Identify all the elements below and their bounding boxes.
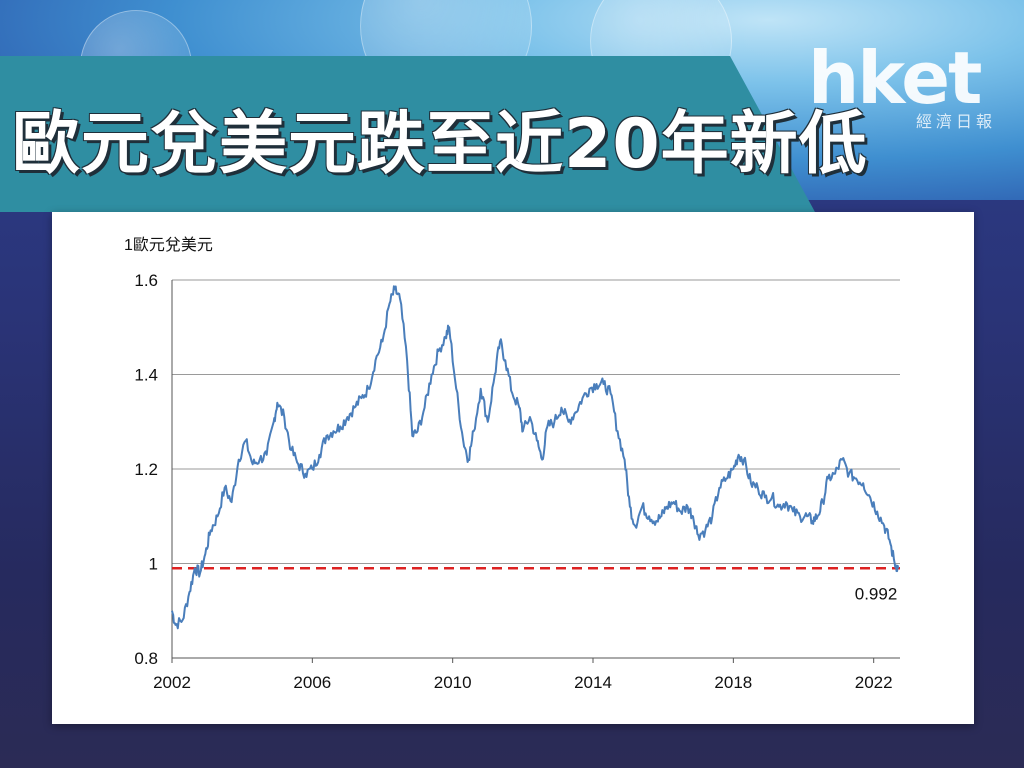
x-tick-label: 2006 <box>293 673 331 692</box>
y-tick-label: 1 <box>149 555 158 574</box>
y-tick-label: 1.4 <box>134 366 158 385</box>
y-tick-label: 0.8 <box>134 649 158 668</box>
y-axis-label: 1歐元兌美元 <box>124 236 213 254</box>
eur-usd-line-chart: 1歐元兌美元 0.8 1 1.2 1.4 1.6 2002 2006 2010 2014 2018… <box>124 236 900 692</box>
chart-panel: 1歐元兌美元 0.8 1 1.2 1.4 1.6 2002 2006 2010 2014 2018… <box>52 212 974 724</box>
x-tick-label: 2022 <box>855 673 893 692</box>
hket-logo-subtitle: 經濟日報 <box>916 112 997 131</box>
value-annotation: 0.992 <box>855 584 898 603</box>
title-banner <box>0 56 815 212</box>
series-line <box>171 285 900 630</box>
x-tick-label: 2010 <box>434 673 472 692</box>
x-tick-label: 2018 <box>714 673 752 692</box>
y-tick-label: 1.2 <box>134 460 158 479</box>
page-title: 歐元兌美元跌至近20年新低 <box>12 105 868 184</box>
hket-logo: hket <box>808 36 982 120</box>
x-tick-label: 2014 <box>574 673 612 692</box>
y-tick-label: 1.6 <box>134 271 158 290</box>
x-tick-label: 2002 <box>153 673 191 692</box>
